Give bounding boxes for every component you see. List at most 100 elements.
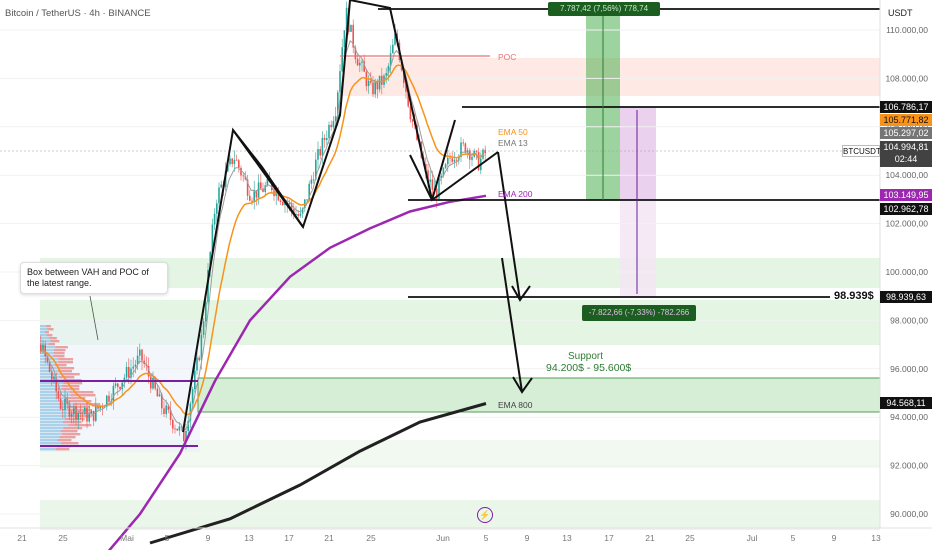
candle-body — [255, 190, 258, 198]
x-tick-label: 25 — [685, 533, 695, 543]
candle-body — [341, 47, 343, 72]
vp-bar-up — [40, 433, 63, 436]
y-tick-label: 96.000,00 — [890, 364, 928, 374]
candle-body — [158, 394, 161, 397]
target-label: 98.939$ — [834, 290, 874, 302]
countdown-value: 02:44 — [894, 154, 918, 164]
vp-bar-down — [64, 418, 85, 421]
candle-body — [464, 143, 467, 153]
poc-label: POC — [498, 52, 516, 62]
candle-body — [196, 357, 198, 371]
x-tick-label: 9 — [206, 533, 211, 543]
candle-body — [233, 159, 236, 165]
vp-bar-up — [40, 409, 69, 412]
candle-body — [460, 142, 462, 158]
candle-body — [350, 24, 352, 32]
candle-body — [205, 301, 207, 322]
candle-body — [176, 428, 178, 431]
vp-bar-down — [70, 394, 96, 397]
candle-body — [343, 30, 346, 48]
candle-body — [183, 426, 185, 442]
candle-body — [240, 167, 242, 176]
candle-body — [172, 419, 174, 429]
symbol-title[interactable]: Bitcoin / TetherUS · 4h · BINANCE — [5, 8, 151, 19]
ema200-label: EMA 200 — [498, 189, 533, 199]
candle-body — [266, 178, 269, 186]
candle-body — [282, 201, 284, 205]
vp-bar-up — [40, 430, 61, 433]
candle-body — [48, 361, 51, 373]
tag-ema800: 94.568,11 — [880, 397, 932, 409]
candle-body — [352, 24, 354, 48]
candle-body — [178, 426, 181, 431]
candle-body — [374, 81, 376, 95]
vp-bar-down — [61, 388, 80, 391]
y-tick-label: 90.000,00 — [890, 509, 928, 519]
vp-bar-up — [40, 439, 58, 442]
candle-body — [359, 62, 361, 66]
candle-body — [332, 121, 335, 128]
vp-bar-up — [40, 397, 65, 400]
candle-body — [411, 119, 414, 122]
candle-body — [264, 185, 266, 192]
candle-body — [55, 376, 57, 392]
alert-icon[interactable]: ⚡ — [477, 507, 493, 523]
candle-body — [381, 75, 383, 85]
candle-body — [57, 391, 60, 399]
green-band-4 — [40, 500, 880, 530]
candle-body — [81, 413, 84, 415]
candle-body — [319, 149, 321, 156]
candle-body — [216, 203, 218, 214]
candle-body — [451, 158, 453, 162]
y-axis: 110.000,00 108.000,00 106.000,00 104.000,00… — [879, 0, 928, 528]
candle-body — [337, 92, 339, 117]
vp-bar-up — [40, 349, 54, 352]
candle-body — [326, 138, 328, 141]
vp-bar-up — [40, 421, 63, 424]
candle-body — [407, 91, 409, 107]
candle-body — [334, 116, 337, 122]
ema50-line — [39, 64, 485, 416]
vp-bar-down — [56, 448, 70, 451]
projection-arrow-2 — [501, 257, 523, 393]
vp-bar-up — [40, 415, 69, 418]
candle-body — [220, 184, 222, 188]
candle-body — [484, 149, 486, 154]
x-tick-label: 25 — [366, 533, 376, 543]
last-price-value: 104.994,81 — [883, 142, 929, 152]
candle-body — [475, 150, 478, 152]
candle-body — [77, 413, 79, 420]
candle-body — [141, 349, 143, 361]
green-band-1 — [40, 258, 880, 288]
vp-bar-down — [57, 439, 72, 442]
candle-body — [75, 406, 77, 420]
vp-bar-down — [47, 328, 54, 331]
candle-body — [308, 183, 310, 200]
vp-bar-up — [40, 418, 65, 421]
candle-body — [310, 179, 313, 184]
y-tick-label: 106.000,00 — [885, 122, 928, 132]
candle-body — [213, 213, 216, 225]
projection-arrow-1 — [497, 151, 521, 301]
candle-body — [312, 179, 315, 181]
vp-bar-down — [58, 367, 75, 370]
vp-bar-up — [40, 388, 62, 391]
candle-body — [442, 167, 445, 176]
x-axis: 21 25 Mai 5 9 13 17 21 25 Jun 5 9 13 17 21 25 Jul 5 9 13 — [0, 527, 932, 543]
vp-bar-down — [69, 391, 94, 394]
x-tick-label: 25 — [58, 533, 68, 543]
candle-body — [462, 142, 464, 144]
candle-body — [436, 188, 438, 199]
tag-last-price: 104.994,81 02:44 — [880, 141, 932, 167]
x-tick-label: 17 — [284, 533, 294, 543]
candle-body — [361, 61, 363, 63]
candle-body — [429, 179, 431, 182]
candle-body — [92, 410, 95, 421]
candle-body — [242, 175, 244, 177]
candle-body — [405, 83, 407, 92]
currency-tag[interactable]: USDT — [888, 8, 913, 18]
candle-body — [306, 199, 308, 201]
x-tick-label: 5 — [791, 533, 796, 543]
candle-body — [73, 406, 75, 415]
